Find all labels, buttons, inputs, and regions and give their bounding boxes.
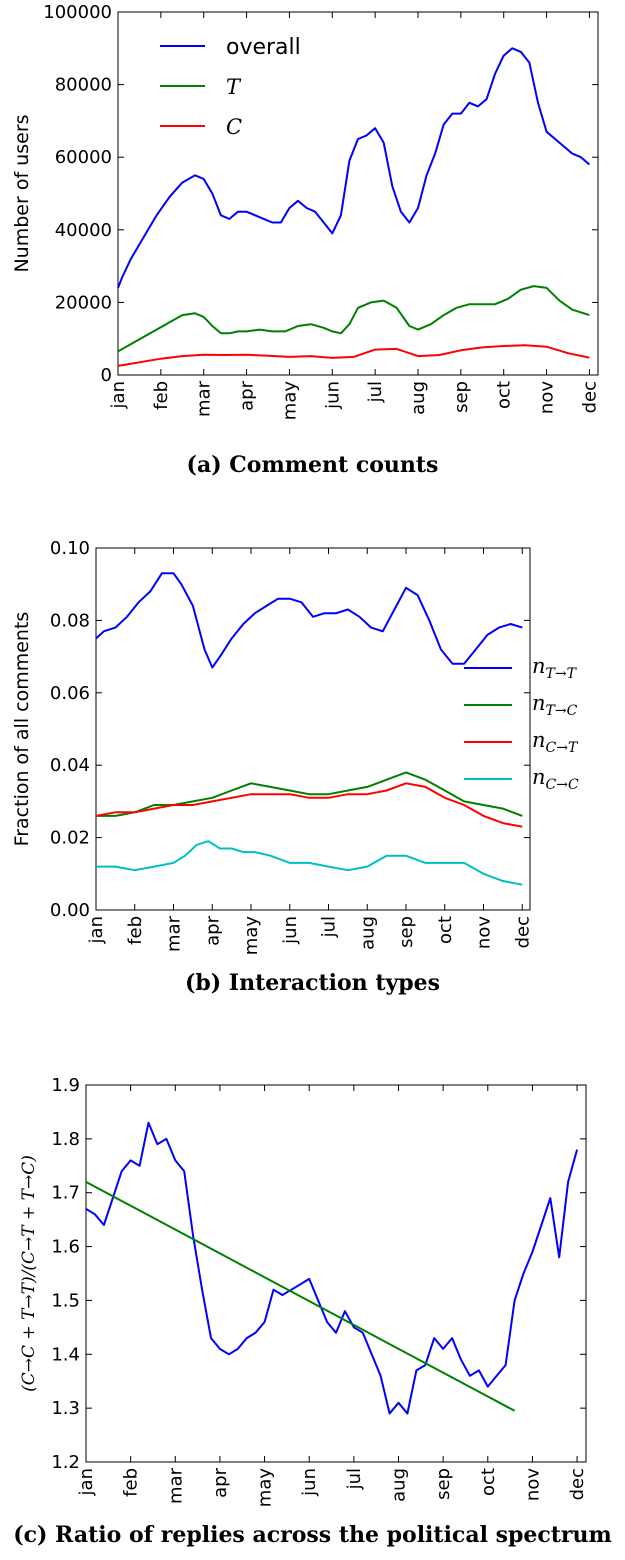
- x-tick-label: mar: [164, 915, 185, 952]
- y-tick-label: 0.00: [50, 900, 90, 921]
- y-tick-label: 0.06: [50, 683, 90, 704]
- x-tick-label: feb: [125, 916, 146, 945]
- comment-counts-chart: 0 20000 40000 60000 80000 100000 jan feb mar apr m…: [11, 2, 600, 421]
- x-tick-label: nov: [537, 381, 558, 414]
- legend-label: nC→C: [532, 765, 579, 793]
- legend-label: T: [226, 75, 242, 99]
- series-line-series-0: [85, 1121, 579, 1415]
- legend-label-subscript: T→C: [546, 703, 578, 719]
- legend-label: C: [226, 115, 242, 139]
- legend-label-subscript: T→T: [546, 666, 578, 682]
- legend-label-subscript: C→C: [546, 777, 579, 793]
- x-tick-label: aug: [389, 1468, 410, 1502]
- x-tick-label: sep: [396, 916, 417, 948]
- series-line-overall: [117, 47, 591, 289]
- x-tick-label: aug: [357, 916, 378, 950]
- reply-ratio-chart: 1.2 1.3 1.4 1.5 1.6 1.7 1.8 1.9 jan feb mar apr may j…: [19, 1075, 588, 1508]
- x-tick-label: feb: [121, 1468, 142, 1497]
- x-tick-label: jan: [76, 1468, 97, 1496]
- x-tick-label: apr: [237, 380, 258, 410]
- legend-label: overall: [226, 35, 301, 60]
- y-tick-label: 0.08: [50, 610, 90, 631]
- y-tick-label: 1.4: [51, 1344, 80, 1365]
- caption-reply-ratio: (c) Ratio of replies across the politica…: [13, 1522, 612, 1548]
- series-line-t: [117, 285, 590, 353]
- x-tick-label: apr: [210, 1467, 231, 1497]
- x-tick-label: nov: [474, 916, 495, 949]
- x-tick-label: dec: [579, 381, 600, 413]
- y-axis-label: Number of users: [11, 114, 33, 272]
- x-tick-label: jun: [322, 381, 343, 410]
- y-tick-label: 20000: [55, 292, 112, 313]
- series-line-c: [117, 344, 590, 367]
- series-line-nct: [95, 782, 523, 828]
- y-tick-label: 1.8: [51, 1129, 80, 1150]
- legend-label-base: n: [532, 654, 546, 678]
- y-axis-label: (C→C + T→T)/(C→T + T→C): [19, 1155, 39, 1392]
- panel-reply-ratio: 1.2 1.3 1.4 1.5 1.6 1.7 1.8 1.9 jan feb mar apr may j…: [0, 1065, 625, 1560]
- y-tick-label: 1.3: [51, 1398, 80, 1419]
- y-tick-label: 1.7: [51, 1183, 80, 1204]
- x-tick-label: may: [279, 381, 300, 421]
- x-tick-label: oct: [494, 381, 515, 409]
- series-line-ntt: [95, 572, 523, 669]
- x-tick-label: may: [255, 1468, 276, 1508]
- x-tick-label: mar: [194, 380, 215, 417]
- x-tick-label: mar: [165, 1467, 186, 1504]
- y-tick-label: 40000: [55, 220, 112, 241]
- x-tick-label: sep: [451, 381, 472, 413]
- x-tick-label: dec: [567, 1468, 588, 1500]
- y-axis-label: Fraction of all comments: [11, 612, 33, 847]
- y-tick-label: 1.6: [51, 1237, 80, 1258]
- plot-frame: [85, 1084, 587, 1463]
- caption-comment-counts: (a) Comment counts: [186, 452, 439, 478]
- y-tick-label: 0: [101, 365, 112, 386]
- legend-label: nT→C: [532, 691, 578, 719]
- y-tick-label: 1.9: [51, 1075, 80, 1096]
- y-tick-label: 1.5: [51, 1290, 80, 1311]
- legend-label-base: n: [532, 728, 546, 752]
- x-tick-label: may: [241, 916, 262, 956]
- y-tick-label: 80000: [55, 75, 112, 96]
- x-tick-label: jan: [86, 916, 107, 944]
- x-tick-label: jan: [108, 381, 129, 409]
- plot-frame: [95, 547, 531, 911]
- legend-label-subscript: C→T: [546, 740, 579, 756]
- legend-label: nT→T: [532, 654, 578, 682]
- y-tick-label: 0.02: [50, 828, 90, 849]
- series-line-ncc: [96, 840, 523, 886]
- x-tick-label: jun: [280, 916, 301, 945]
- x-tick-label: sep: [433, 1468, 454, 1500]
- plot-frame: [117, 11, 599, 376]
- legend-label-base: n: [532, 691, 546, 715]
- x-tick-label: feb: [151, 381, 172, 410]
- x-tick-label: jun: [299, 1468, 320, 1497]
- x-tick-label: apr: [202, 915, 223, 945]
- x-tick-label: nov: [522, 1468, 543, 1501]
- series-line-ntc: [96, 771, 523, 817]
- x-tick-label: jul: [319, 916, 340, 938]
- x-tick-label: aug: [408, 381, 429, 415]
- y-tick-label: 1.2: [51, 1452, 80, 1473]
- x-tick-label: oct: [478, 1468, 499, 1496]
- caption-interaction-types: (b) Interaction types: [184, 970, 441, 996]
- x-tick-label: jul: [365, 381, 386, 403]
- legend-label-base: n: [532, 765, 546, 789]
- panel-comment-counts: 0 20000 40000 60000 80000 100000 jan feb mar apr m…: [0, 0, 625, 490]
- y-tick-label: 0.04: [50, 755, 90, 776]
- x-tick-label: oct: [435, 916, 456, 944]
- legend-label: nC→T: [532, 728, 579, 756]
- series-line-series-1: [85, 1181, 516, 1412]
- panel-interaction-types: 0.00 0.02 0.04 0.06 0.08 0.10 jan feb mar apr may j…: [0, 530, 625, 1030]
- y-tick-label: 60000: [55, 147, 112, 168]
- x-tick-label: jul: [344, 1468, 365, 1490]
- x-tick-label: dec: [512, 916, 533, 948]
- y-tick-label: 100000: [43, 2, 112, 23]
- y-tick-label: 0.10: [50, 538, 90, 559]
